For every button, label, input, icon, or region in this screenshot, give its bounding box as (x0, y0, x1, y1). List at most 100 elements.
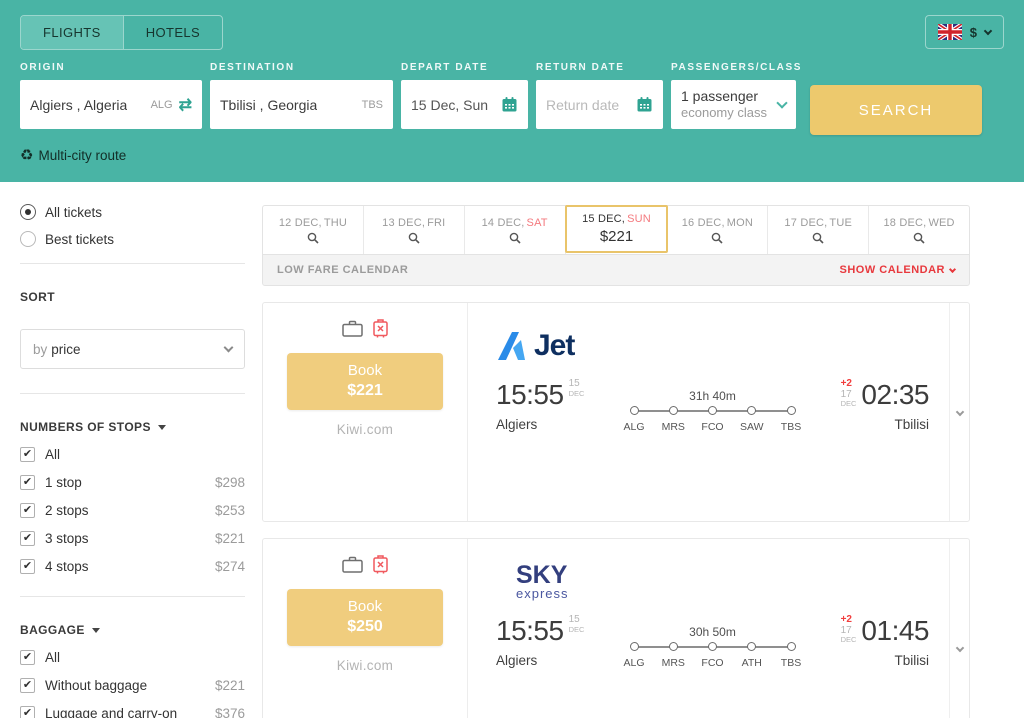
checkbox-checked-icon: ✔ (20, 475, 35, 490)
departure-block: 15:55 15 DEC Algiers (496, 614, 584, 668)
magnifier-icon (712, 232, 723, 244)
low-fare-calendar-bar: LOW FARE CALENDAR SHOW CALENDAR (262, 254, 970, 286)
airline-logo-sky-express: SKY express (496, 559, 929, 605)
sort-prefix: by (33, 341, 48, 357)
tab-flights[interactable]: FLIGHTS (21, 16, 123, 49)
destination-code: TBS (361, 98, 383, 111)
arrival-time: 02:35 (861, 379, 929, 410)
calendar-icon (502, 97, 517, 112)
stops-option-all[interactable]: ✔ All (20, 447, 245, 462)
date-price: $221 (599, 228, 634, 245)
plus-days-badge: +2 (840, 378, 852, 389)
arrival-city: Tbilisi (894, 653, 929, 668)
baggage-option-luggage[interactable]: ✔ Luggage and carry-on $376 (20, 706, 245, 718)
baggage-option-all[interactable]: ✔ All (20, 650, 245, 665)
stops-option-3[interactable]: ✔ 3 stops $221 (20, 531, 245, 546)
checkbox-checked-icon: ✔ (20, 559, 35, 574)
flight-card-ajet: Book $221 Kiwi.com Jet 15:55 (262, 302, 970, 522)
stop-code: ALG (623, 657, 645, 669)
destination-label: DESTINATION (210, 62, 295, 73)
stop-code: TBS (780, 421, 802, 433)
filters-sidebar: All tickets Best tickets SORT by price N… (0, 182, 262, 718)
sort-select[interactable]: by price (20, 329, 245, 369)
multi-city-link[interactable]: ♻ Multi-city route (20, 146, 126, 164)
destination-value: Tbilisi , Georgia (220, 96, 318, 113)
option-price: $221 (214, 678, 245, 693)
date-cell-12-dec[interactable]: 12 DEC, THU (263, 206, 364, 254)
product-tabs: FLIGHTS HOTELS (20, 15, 224, 50)
arrival-city: Tbilisi (894, 417, 929, 432)
date-cell-15-dec-selected[interactable]: 15 DEC, SUN $221 (564, 205, 669, 253)
route-diagram: 31h 40m ALG MRS FCO SAW TBS (615, 389, 811, 433)
booking-column: Book $221 Kiwi.com (263, 303, 468, 521)
expand-card-button[interactable] (949, 539, 969, 718)
option-label: 2 stops (45, 503, 89, 518)
express-wordmark: express (516, 586, 569, 601)
stop-dot (747, 642, 757, 651)
ajet-wordmark: Jet (534, 329, 575, 362)
destination-input[interactable]: Tbilisi , Georgia TBS (210, 80, 393, 129)
date-cell-18-dec[interactable]: 18 DEC, WED (869, 206, 969, 254)
show-calendar-button[interactable]: SHOW CALENDAR (839, 264, 957, 276)
arrival-date-month: DEC (840, 635, 857, 644)
chevron-down-icon (955, 407, 964, 417)
search-button[interactable]: SEARCH (810, 85, 982, 135)
option-price: $298 (214, 475, 245, 490)
show-calendar-label: SHOW CALENDAR (839, 264, 945, 276)
weekday-text: MON (726, 216, 753, 229)
collapse-triangle-icon (157, 424, 166, 430)
calendar-icon (637, 97, 652, 112)
baggage-filter-title[interactable]: BAGGAGE (20, 623, 245, 637)
booking-column: Book $250 Kiwi.com (263, 539, 468, 718)
departure-city: Algiers (496, 653, 538, 668)
flight-duration: 30h 50m (689, 625, 736, 639)
depart-date-input[interactable]: 15 Dec, Sun (401, 80, 528, 129)
tab-hotels[interactable]: HOTELS (122, 16, 222, 49)
stop-code: TBS (780, 657, 802, 669)
book-button[interactable]: Book $250 (287, 589, 443, 646)
agency-name: Kiwi.com (336, 422, 394, 437)
divider (20, 596, 245, 597)
stops-option-4[interactable]: ✔ 4 stops $274 (20, 559, 245, 574)
depart-date-value: 15 Dec, Sun (411, 96, 489, 113)
origin-label: ORIGIN (20, 62, 66, 73)
radio-all-tickets[interactable]: All tickets (20, 204, 245, 220)
date-cell-14-dec[interactable]: 14 DEC, SAT (465, 206, 566, 254)
baggage-title-text: BAGGAGE (20, 623, 85, 637)
return-date-input[interactable]: Return date (536, 80, 663, 129)
checkbox-checked-icon: ✔ (20, 503, 35, 518)
baggage-option-without[interactable]: ✔ Without baggage $221 (20, 678, 245, 693)
date-text: 18 DEC, (883, 216, 927, 229)
stop-code: ALG (623, 421, 645, 433)
radio-best-tickets[interactable]: Best tickets (20, 231, 245, 247)
expand-card-button[interactable] (949, 303, 969, 521)
no-baggage-icon (372, 318, 388, 337)
arrival-date-month: DEC (840, 399, 857, 408)
date-text: 14 DEC, (481, 216, 525, 229)
flight-details: SKY express 15:55 15 DEC Algiers (468, 539, 949, 718)
stop-dot (668, 642, 678, 651)
swap-icon[interactable]: ⇄ (178, 96, 192, 114)
stops-filter-title[interactable]: NUMBERS OF STOPS (20, 420, 245, 434)
weekday-text: TUE (829, 216, 853, 229)
stop-code: MRS (661, 657, 685, 669)
stops-option-1[interactable]: ✔ 1 stop $298 (20, 475, 245, 490)
chevron-down-icon (948, 265, 957, 273)
date-cell-13-dec[interactable]: 13 DEC, FRI (364, 206, 465, 254)
option-label: Luggage and carry-on (45, 706, 178, 718)
carry-on-allowed-icon (341, 556, 363, 573)
stop-code: MRS (661, 421, 685, 433)
currency-selector[interactable]: $ (924, 15, 1004, 49)
arrival-time: 01:45 (861, 615, 929, 646)
checkbox-checked-icon: ✔ (20, 650, 35, 665)
departure-time: 15:55 (496, 615, 564, 646)
radio-unselected-icon (20, 231, 36, 247)
stop-dot (708, 406, 717, 415)
origin-input[interactable]: Algiers , Algeria ALG ⇄ (20, 80, 202, 129)
currency-symbol: $ (969, 24, 977, 40)
passengers-select[interactable]: 1 passenger economy class (671, 80, 796, 129)
book-button[interactable]: Book $221 (287, 353, 443, 410)
stops-option-2[interactable]: ✔ 2 stops $253 (20, 503, 245, 518)
date-cell-16-dec[interactable]: 16 DEC, MON (667, 206, 769, 254)
date-cell-17-dec[interactable]: 17 DEC, TUE (768, 206, 870, 254)
